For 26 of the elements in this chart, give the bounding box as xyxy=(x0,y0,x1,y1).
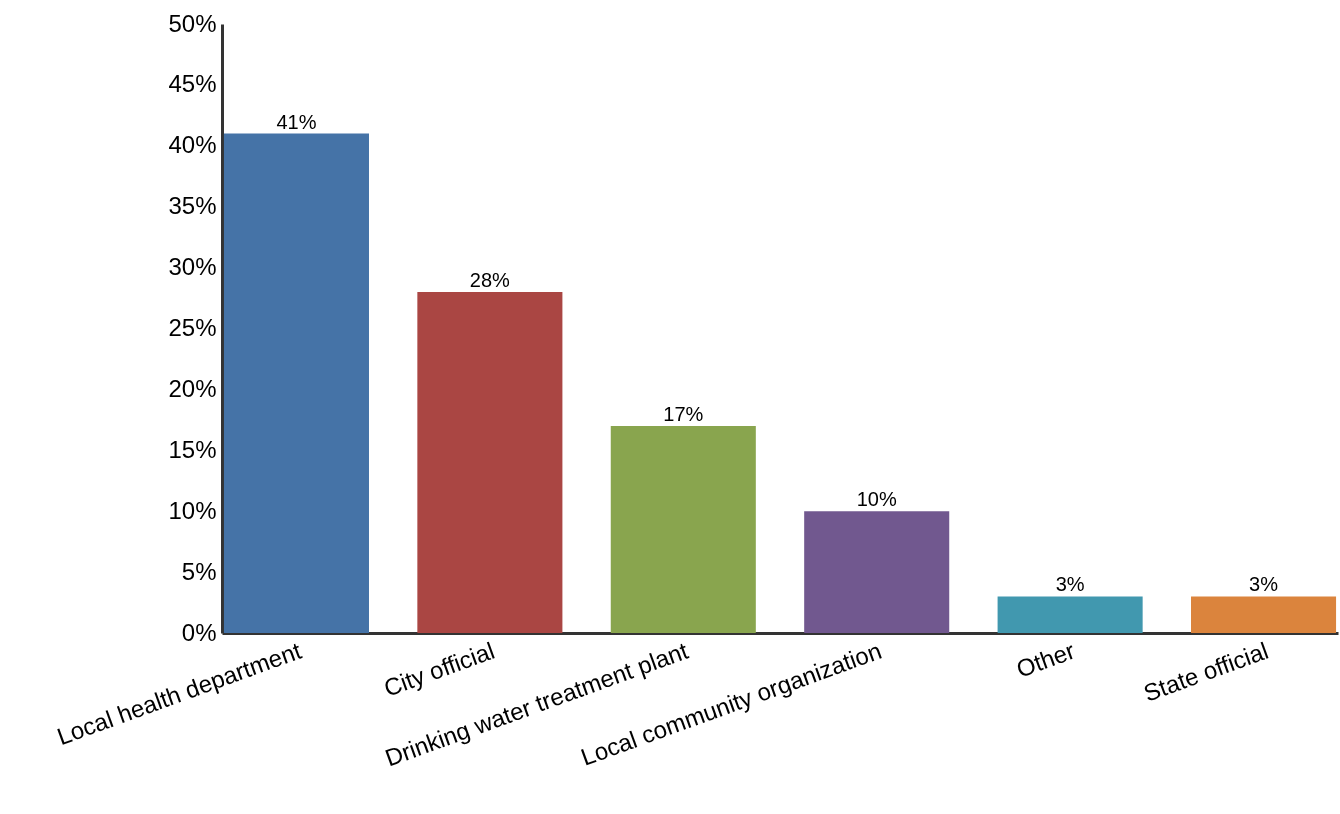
y-tick-label: 25% xyxy=(168,314,217,341)
y-tick-label: 0% xyxy=(181,618,217,646)
bar xyxy=(804,511,950,633)
bar xyxy=(997,596,1143,633)
data-label: 28% xyxy=(469,268,511,291)
x-tick-label: Other xyxy=(1012,636,1079,683)
data-label: 41% xyxy=(276,110,317,133)
y-tick-label: 20% xyxy=(168,374,217,402)
y-tick-label: 40% xyxy=(168,131,217,159)
y-tick-label: 35% xyxy=(168,192,217,220)
bar xyxy=(417,291,563,633)
bar xyxy=(223,133,369,633)
y-tick-label: 10% xyxy=(168,496,217,524)
y-tick-label: 45% xyxy=(168,70,217,98)
data-label: 17% xyxy=(663,402,704,425)
y-tick-label: 50% xyxy=(168,9,217,37)
x-tick-label: City official xyxy=(380,636,499,702)
data-label: 10% xyxy=(856,488,897,511)
y-tick-label: 15% xyxy=(168,435,217,463)
y-tick-label: 30% xyxy=(168,253,217,281)
bar xyxy=(1191,596,1337,633)
data-label: 3% xyxy=(1249,573,1279,596)
x-tick-label: State official xyxy=(1140,636,1272,707)
bar xyxy=(610,425,756,633)
data-label: 3% xyxy=(1055,573,1085,596)
y-tick-label: 5% xyxy=(181,557,217,585)
